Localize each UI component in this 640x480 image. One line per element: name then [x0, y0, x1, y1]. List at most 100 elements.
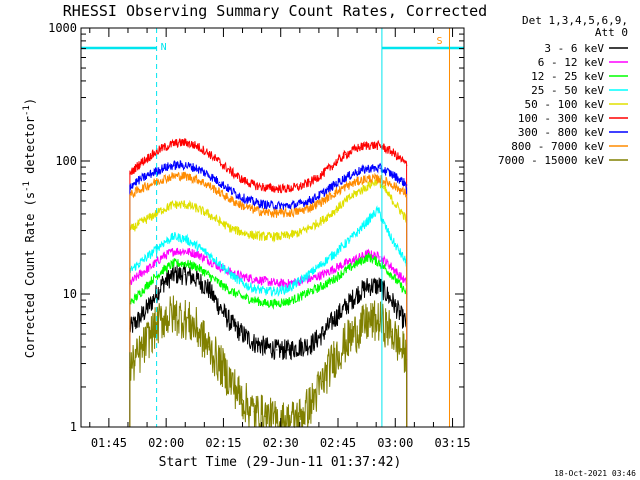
- data-point-5-21: [367, 144, 370, 146]
- plot-frame: [80, 27, 465, 428]
- data-point-8-8: [219, 362, 221, 365]
- data-point-3-1: [138, 262, 140, 264]
- data-point-2-20: [356, 262, 358, 264]
- data-point-5-23: [390, 150, 392, 152]
- data-point-6-11: [253, 201, 255, 203]
- data-point-1-22: [379, 256, 381, 258]
- data-point-8-15: [299, 415, 301, 418]
- data-point-7-5: [184, 175, 186, 177]
- data-point-6-0: [129, 185, 131, 187]
- data-point-7-1: [138, 189, 140, 191]
- data-point-3-5: [184, 238, 186, 240]
- data-point-0-15: [299, 346, 301, 348]
- data-point-5-17: [322, 173, 324, 175]
- data-point-3-14: [287, 287, 289, 290]
- series-line-4: [129, 177, 408, 428]
- data-point-7-10: [241, 205, 244, 207]
- data-point-8-18: [333, 357, 335, 359]
- data-point-4-5: [184, 204, 186, 206]
- legend-label-2: 12 - 25 keV: [531, 70, 604, 83]
- data-point-2-14: [287, 300, 289, 302]
- data-point-2-15: [299, 296, 301, 298]
- data-point-6-5: [184, 164, 186, 166]
- y-axis-label: Corrected Count Rate (s-1 detector-1): [22, 98, 37, 358]
- data-point-3-8: [219, 262, 221, 264]
- data-point-1-11: [253, 278, 255, 280]
- data-point-7-23: [390, 183, 392, 185]
- data-point-0-6: [196, 278, 198, 280]
- data-point-0-4: [173, 274, 175, 276]
- data-point-4-2: [150, 216, 152, 218]
- data-point-1-18: [333, 268, 335, 270]
- x-tick-label-4: 02:45: [320, 436, 356, 450]
- x-axis: 01:45 02:00 02:15 02:30 02:45 03:00 03:15: [89, 28, 471, 450]
- data-point-6-14: [287, 205, 289, 207]
- data-point-2-17: [322, 285, 324, 287]
- data-point-2-10: [241, 296, 244, 298]
- y-label-sup1: -1: [22, 181, 32, 192]
- data-point-2-11: [253, 299, 255, 301]
- legend-label-4: 50 - 100 keV: [525, 98, 605, 111]
- data-point-6-7: [207, 174, 209, 176]
- data-point-7-9: [230, 199, 232, 201]
- data-point-4-1: [138, 222, 140, 224]
- data-point-8-17: [322, 380, 324, 383]
- data-point-6-10: [241, 197, 244, 199]
- data-point-8-7: [207, 346, 209, 348]
- data-point-5-0: [129, 173, 131, 175]
- data-point-3-12: [264, 290, 266, 292]
- data-point-6-24: [402, 181, 404, 183]
- series-line-5: [129, 138, 408, 428]
- y-label-sup2: -1: [22, 105, 32, 116]
- data-point-3-16: [310, 271, 312, 274]
- data-point-7-12: [264, 211, 266, 214]
- data-point-7-24: [402, 190, 404, 193]
- data-point-3-25: [402, 256, 404, 258]
- data-point-8-16: [310, 403, 312, 405]
- data-point-8-10: [241, 399, 244, 401]
- data-point-6-3: [161, 167, 163, 169]
- data-point-1-23: [390, 266, 392, 268]
- data-point-1-6: [196, 253, 198, 255]
- y-label-end: ): [23, 98, 37, 105]
- data-point-5-4: [173, 143, 175, 145]
- data-point-2-22: [379, 262, 381, 264]
- data-point-5-14: [287, 188, 289, 190]
- data-point-0-24: [402, 318, 404, 320]
- data-point-0-14: [287, 349, 289, 351]
- data-point-4-11: [253, 235, 255, 237]
- data-point-7-0: [129, 194, 131, 197]
- y-tick-label-1: 10: [63, 287, 77, 301]
- data-point-0-9: [230, 322, 232, 325]
- legend-label-6: 300 - 800 keV: [518, 126, 604, 139]
- data-point-2-12: [264, 302, 266, 304]
- series-line-8: [129, 295, 408, 429]
- data-point-1-13: [276, 282, 278, 285]
- data-point-3-6: [196, 245, 198, 247]
- data-point-0-3: [161, 282, 163, 285]
- data-point-4-9: [230, 228, 232, 230]
- data-point-3-23: [383, 222, 385, 224]
- data-point-6-2: [150, 173, 152, 175]
- data-point-4-24: [390, 198, 392, 200]
- data-point-2-5: [184, 262, 186, 264]
- data-point-1-19: [345, 262, 347, 264]
- x-tick-label-3: 02:30: [263, 436, 299, 450]
- data-point-5-16: [310, 181, 312, 183]
- data-point-5-15: [299, 186, 301, 188]
- data-point-7-14: [287, 212, 289, 214]
- x-tick-label-2: 02:15: [205, 436, 241, 450]
- data-point-5-6: [196, 145, 198, 147]
- data-point-4-16: [310, 226, 312, 228]
- data-point-5-18: [333, 163, 335, 165]
- data-point-6-4: [173, 164, 175, 166]
- data-point-1-3: [161, 256, 163, 258]
- flag-s: S: [381, 28, 464, 427]
- data-point-5-1: [138, 163, 140, 165]
- data-point-0-10: [241, 333, 244, 335]
- data-point-0-17: [322, 333, 324, 335]
- series-6: [129, 159, 408, 428]
- data-point-7-2: [150, 183, 152, 185]
- data-point-4-14: [287, 235, 289, 237]
